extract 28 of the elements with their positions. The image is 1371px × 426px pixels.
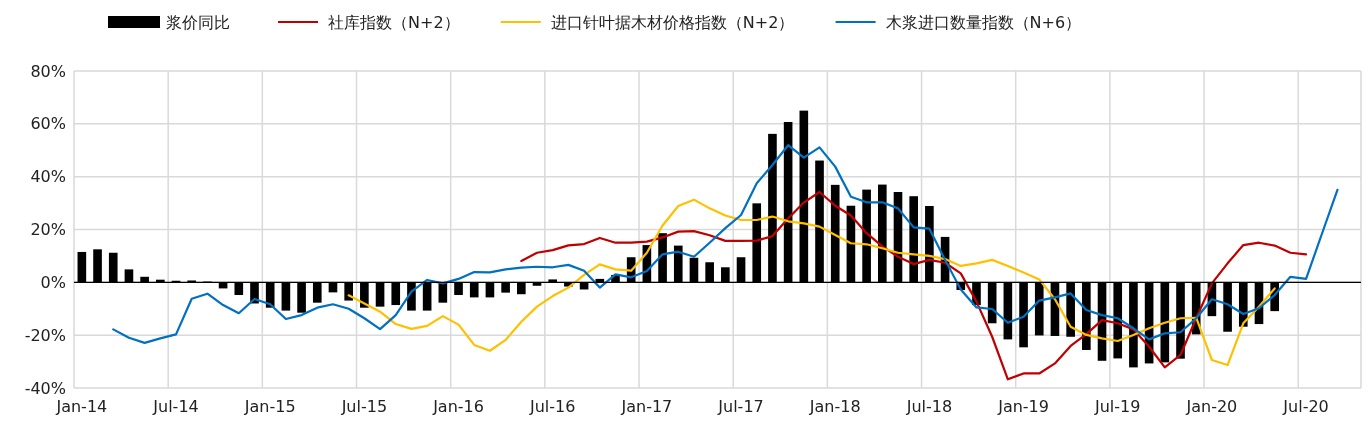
line-series	[112, 144, 1339, 344]
x-tick-label: Jan-20	[1185, 397, 1238, 416]
x-tick-label: Jan-16	[432, 397, 484, 416]
y-tick-label: 40%	[30, 167, 66, 187]
x-tick-label: Jul-16	[528, 397, 576, 416]
x-tick-label: Jul-18	[905, 397, 953, 416]
x-tick-label: Jul-20	[1282, 397, 1329, 416]
y-tick-label: -40%	[24, 378, 66, 398]
x-tick-label: Jul-17	[717, 397, 764, 416]
y-tick-label: 20%	[30, 220, 66, 240]
legend-label: 木浆进口数量指数（N+6）	[885, 13, 1082, 32]
legend-label: 社库指数（N+2）	[328, 13, 460, 32]
x-tick-label: Jan-15	[243, 397, 296, 416]
x-tick-label: Jan-14	[55, 397, 108, 416]
x-tick-label: Jul-19	[1094, 397, 1141, 416]
line-series	[347, 198, 1276, 367]
x-tick-label: Jan-18	[808, 397, 861, 416]
x-tick-label: Jan-19	[997, 397, 1049, 416]
legend-label: 浆价同比	[166, 13, 230, 32]
line-series	[520, 190, 1308, 381]
x-tick-label: Jan-17	[620, 397, 673, 416]
x-tick-label: Jul-15	[340, 397, 388, 416]
y-tick-label: 80%	[30, 61, 66, 81]
x-tick-label: Jul-14	[152, 397, 199, 416]
y-tick-label: -20%	[24, 325, 66, 345]
y-tick-label: 0%	[40, 272, 66, 292]
y-tick-label: 60%	[30, 114, 66, 134]
legend-label: 进口针叶据木材价格指数（N+2）	[550, 13, 795, 32]
